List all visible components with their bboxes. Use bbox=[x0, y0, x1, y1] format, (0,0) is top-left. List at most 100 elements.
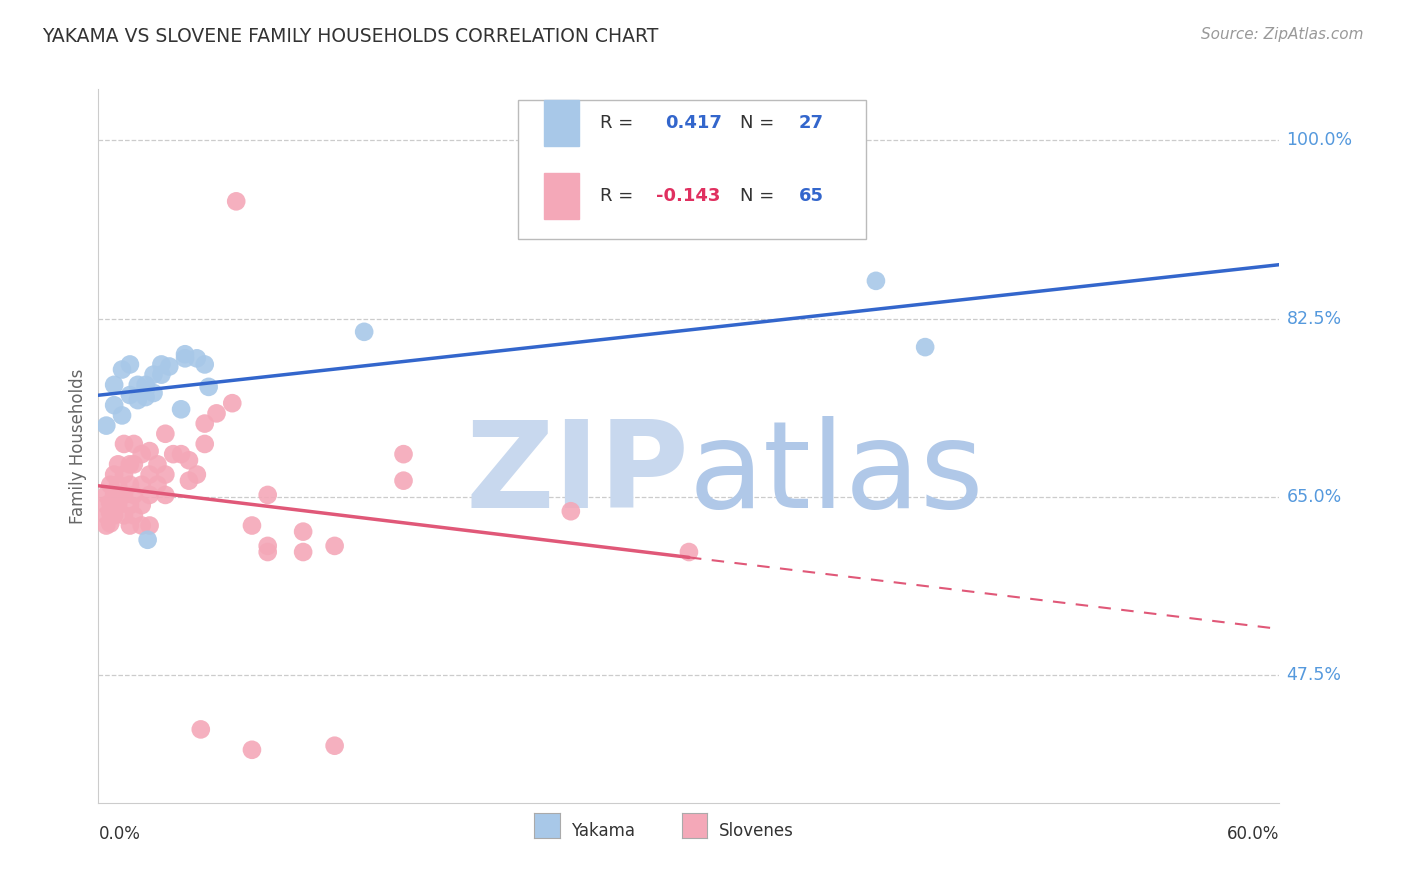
Point bbox=[127, 393, 149, 408]
Point bbox=[162, 447, 184, 461]
Text: 65: 65 bbox=[799, 187, 824, 205]
Point bbox=[96, 488, 118, 502]
Point bbox=[177, 474, 200, 488]
Point bbox=[103, 377, 125, 392]
Point bbox=[103, 467, 125, 482]
Text: atlas: atlas bbox=[689, 416, 984, 533]
Point bbox=[118, 458, 141, 472]
Point bbox=[678, 545, 700, 559]
Point bbox=[186, 467, 208, 482]
Point bbox=[155, 467, 177, 482]
Point bbox=[118, 498, 141, 512]
Point bbox=[292, 524, 315, 539]
Point bbox=[146, 458, 169, 472]
Point bbox=[323, 539, 346, 553]
Point bbox=[122, 437, 145, 451]
Point bbox=[392, 447, 415, 461]
Text: 0.0%: 0.0% bbox=[98, 825, 141, 843]
Point bbox=[157, 359, 180, 374]
Point bbox=[98, 516, 121, 531]
Point bbox=[118, 477, 141, 491]
Point bbox=[96, 518, 118, 533]
Point bbox=[225, 194, 247, 209]
Point bbox=[131, 518, 153, 533]
Point bbox=[131, 447, 153, 461]
Point bbox=[131, 477, 153, 491]
Point bbox=[112, 467, 135, 482]
Point bbox=[96, 498, 118, 512]
Text: Slovenes: Slovenes bbox=[718, 822, 793, 840]
Point bbox=[138, 488, 160, 502]
Point bbox=[103, 508, 125, 523]
Point bbox=[150, 368, 173, 382]
Point bbox=[155, 426, 177, 441]
Point bbox=[107, 488, 129, 502]
Point bbox=[96, 508, 118, 523]
Point bbox=[103, 398, 125, 412]
Point bbox=[240, 518, 263, 533]
Text: 60.0%: 60.0% bbox=[1227, 825, 1279, 843]
Point bbox=[392, 474, 415, 488]
Point bbox=[107, 498, 129, 512]
Text: 47.5%: 47.5% bbox=[1286, 666, 1341, 684]
Y-axis label: Family Households: Family Households bbox=[69, 368, 87, 524]
Text: N =: N = bbox=[740, 187, 780, 205]
Point bbox=[127, 377, 149, 392]
Point bbox=[138, 444, 160, 458]
Point bbox=[98, 506, 121, 520]
Point bbox=[96, 418, 118, 433]
Point bbox=[131, 498, 153, 512]
Point bbox=[177, 453, 200, 467]
Point bbox=[240, 743, 263, 757]
Point bbox=[194, 358, 217, 372]
Text: R =: R = bbox=[600, 187, 640, 205]
Point bbox=[118, 518, 141, 533]
Point bbox=[142, 368, 165, 382]
Point bbox=[194, 437, 217, 451]
Point bbox=[118, 388, 141, 402]
Point bbox=[190, 723, 212, 737]
Point bbox=[135, 390, 157, 404]
Text: 82.5%: 82.5% bbox=[1286, 310, 1341, 327]
Point bbox=[103, 498, 125, 512]
Text: Yakama: Yakama bbox=[571, 822, 636, 840]
Point bbox=[138, 518, 160, 533]
Point bbox=[146, 477, 169, 491]
Point bbox=[138, 467, 160, 482]
Point bbox=[560, 504, 582, 518]
Point bbox=[150, 358, 173, 372]
Point bbox=[256, 488, 278, 502]
Point bbox=[112, 488, 135, 502]
Text: 27: 27 bbox=[799, 114, 824, 132]
Point bbox=[174, 351, 197, 366]
Point bbox=[194, 417, 217, 431]
Point bbox=[174, 347, 197, 361]
Text: YAKAMA VS SLOVENE FAMILY HOUSEHOLDS CORRELATION CHART: YAKAMA VS SLOVENE FAMILY HOUSEHOLDS CORR… bbox=[42, 27, 658, 45]
Point bbox=[256, 545, 278, 559]
Point bbox=[112, 508, 135, 523]
Text: Source: ZipAtlas.com: Source: ZipAtlas.com bbox=[1201, 27, 1364, 42]
FancyBboxPatch shape bbox=[517, 100, 866, 239]
Point bbox=[111, 409, 134, 423]
Point bbox=[292, 545, 315, 559]
Point bbox=[256, 539, 278, 553]
Point bbox=[135, 383, 157, 397]
Text: N =: N = bbox=[740, 114, 780, 132]
Text: ZIP: ZIP bbox=[465, 416, 689, 533]
Point bbox=[98, 496, 121, 510]
Point bbox=[136, 533, 159, 547]
Point bbox=[865, 274, 887, 288]
Point bbox=[142, 386, 165, 401]
Point bbox=[118, 358, 141, 372]
Point bbox=[111, 362, 134, 376]
Point bbox=[353, 325, 375, 339]
Text: -0.143: -0.143 bbox=[655, 187, 720, 205]
Text: R =: R = bbox=[600, 114, 640, 132]
Point bbox=[98, 477, 121, 491]
Point bbox=[122, 508, 145, 523]
FancyBboxPatch shape bbox=[544, 100, 579, 146]
Point bbox=[186, 351, 208, 366]
Point bbox=[197, 380, 219, 394]
Point bbox=[170, 447, 193, 461]
Point bbox=[122, 488, 145, 502]
